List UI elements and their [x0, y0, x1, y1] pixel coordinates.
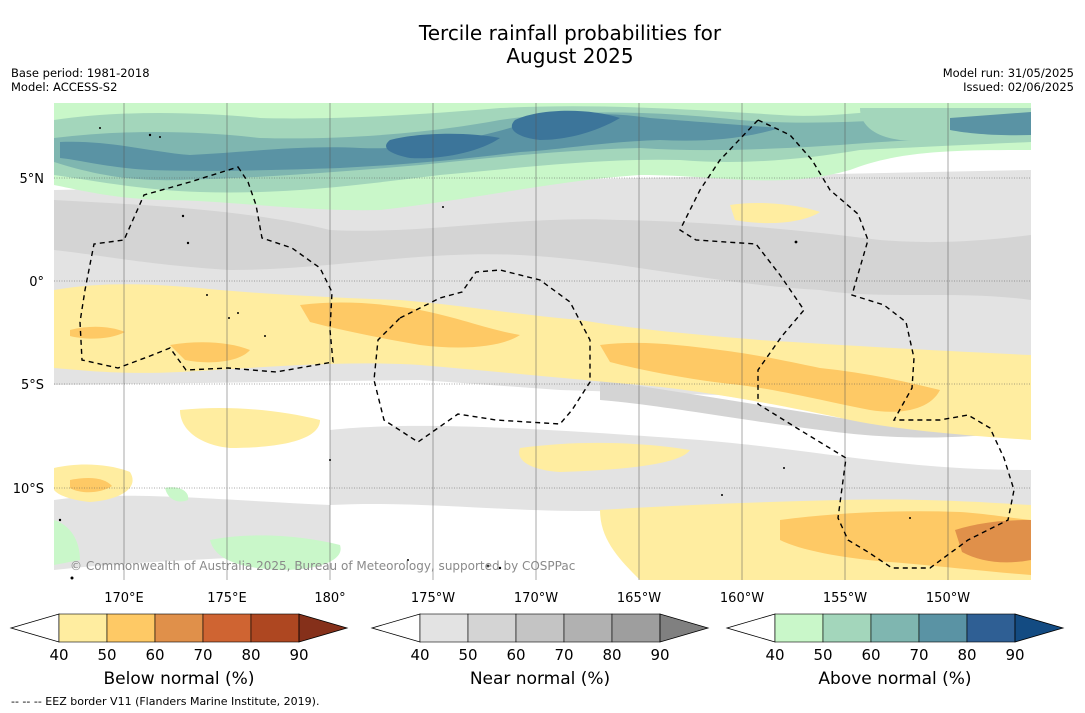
colorbars: 40 50 60 70 80 90 Below normal (%) 40 50 60 70 80 90…: [9, 613, 1065, 689]
lon-label-180: 180°: [314, 591, 345, 606]
colorbar-near-segment: [515, 613, 565, 643]
below-normal-50: [70, 302, 940, 412]
colorbar-near-tick: 70: [554, 646, 573, 664]
colorbar-near-segment: [419, 613, 469, 643]
colorbar-below-tick: 90: [289, 646, 308, 664]
colorbar-below-tick: 70: [193, 646, 212, 664]
lon-label-170w: 170°W: [514, 591, 558, 606]
colorbar-below-high-extension: [298, 613, 349, 643]
eez-borders: [79, 119, 1015, 569]
metadata-right: Model run: 31/05/2025 Issued: 02/06/2025: [943, 66, 1074, 94]
colorbar-above-low-extension: [725, 613, 776, 643]
lat-label-5s: 5°S: [21, 378, 44, 393]
lon-label-170e: 170°E: [104, 591, 144, 606]
colorbar-near: 40 50 60 70 80 90 Near normal (%): [370, 613, 710, 689]
title-line-1: Tercile rainfall probabilities for: [418, 21, 722, 45]
colorbar-below-segment: [154, 613, 204, 643]
lat-label-5n: 5°N: [20, 172, 45, 187]
lon-label-155w: 155°W: [823, 591, 867, 606]
colorbar-above-high-extension: [1014, 613, 1065, 643]
colorbar-above-segment: [966, 613, 1016, 643]
graticule: [54, 177, 1031, 489]
colorbar-below-segment: [58, 613, 108, 643]
colorbar-above-segment: [918, 613, 968, 643]
colorbar-near-segment: [467, 613, 517, 643]
colorbar-below-segment: [202, 613, 252, 643]
colorbar-below-low-extension: [9, 613, 60, 643]
above-normal-80: [386, 110, 620, 159]
below-normal-south-60: [955, 520, 1031, 563]
colorbar-near-title: Near normal (%): [470, 669, 610, 689]
colorbar-near-segment: [563, 613, 613, 643]
lon-label-160w: 160°W: [720, 591, 764, 606]
colorbar-below-segment: [250, 613, 300, 643]
colorbar-below-tick: 40: [49, 646, 68, 664]
lat-label-10s: 10°S: [13, 482, 44, 497]
colorbar-below-title: Below normal (%): [104, 669, 255, 689]
issued-text: Issued: 02/06/2025: [963, 80, 1074, 94]
below-normal-band: [54, 284, 1031, 440]
colorbar-above-tick: 40: [765, 646, 784, 664]
lon-label-150w: 150°W: [926, 591, 970, 606]
lon-label-165w: 165°W: [617, 591, 661, 606]
colorbar-above-tick: 70: [909, 646, 928, 664]
colorbar-near-high-extension: [659, 613, 710, 643]
colorbar-near-tick: 40: [410, 646, 429, 664]
below-normal-sw: [54, 202, 820, 502]
lon-label-175e: 175°E: [207, 591, 247, 606]
islands: [58, 127, 911, 580]
colorbar-near-tick: 80: [602, 646, 621, 664]
colorbar-above-tick: 80: [957, 646, 976, 664]
colorbar-near-segment: [611, 613, 661, 643]
colorbar-below-tick: 50: [97, 646, 116, 664]
lon-label-175w: 175°W: [411, 591, 455, 606]
map-panel: © Commonwealth of Australia 2025, Bureau…: [54, 103, 1031, 580]
copyright-text: © Commonwealth of Australia 2025, Bureau…: [70, 559, 575, 573]
colorbar-above-title: Above normal (%): [818, 669, 971, 689]
colorbar-above-segment: [870, 613, 920, 643]
colorbar-near-low-extension: [370, 613, 421, 643]
colorbar-near-tick: 50: [458, 646, 477, 664]
above-normal-ne-70: [950, 112, 1031, 136]
model-text: Model: ACCESS-S2: [11, 80, 118, 94]
colorbar-above-segment: [774, 613, 824, 643]
lat-label-0: 0°: [29, 275, 44, 290]
title-line-2: August 2025: [506, 44, 634, 68]
base-period-text: Base period: 1981-2018: [11, 66, 150, 80]
model-run-text: Model run: 31/05/2025: [942, 66, 1074, 80]
colorbar-below-tick: 80: [241, 646, 260, 664]
colorbar-above-tick: 60: [861, 646, 880, 664]
meridians: [123, 103, 949, 580]
colorbar-above-tick: 90: [1005, 646, 1024, 664]
eez-legend-note: -- -- -- EEZ border V11 (Flanders Marine…: [11, 695, 320, 708]
below-normal-sw-60: [70, 478, 112, 493]
near-normal-darker: [54, 200, 1031, 300]
metadata-left: Base period: 1981-2018 Model: ACCESS-S2: [11, 66, 150, 94]
above-normal-sw: [54, 487, 341, 570]
near-normal-region-south: [330, 425, 1031, 520]
colorbar-near-tick: 90: [650, 646, 669, 664]
map-title: Tercile rainfall probabilities for Augus…: [0, 22, 1085, 68]
colorbar-above: 40 50 60 70 80 90 Above normal (%): [725, 613, 1065, 689]
colorbar-above-tick: 50: [813, 646, 832, 664]
colorbar-below-tick: 60: [145, 646, 164, 664]
colorbar-above-segment: [822, 613, 872, 643]
colorbar-below-segment: [106, 613, 156, 643]
above-normal-70: [60, 114, 780, 171]
colorbar-near-tick: 60: [506, 646, 525, 664]
colorbar-below: 40 50 60 70 80 90 Below normal (%): [9, 613, 349, 689]
